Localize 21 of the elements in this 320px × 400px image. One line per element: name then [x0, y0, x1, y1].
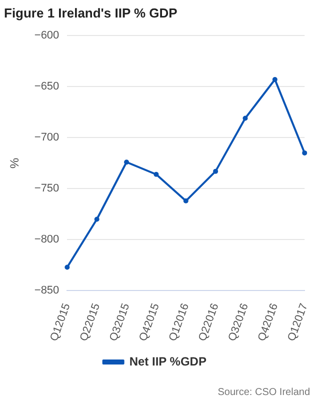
point — [124, 160, 130, 165]
x-tick-label: Q12017 — [286, 302, 310, 343]
y-tick-label: −850 — [34, 284, 60, 297]
point — [213, 168, 218, 174]
y-tick-label: −750 — [34, 182, 60, 195]
y-tick-label: −600 — [34, 30, 60, 42]
point — [242, 116, 248, 121]
y-tick-label: −650 — [34, 80, 60, 93]
point — [272, 76, 278, 82]
x-tick-label: Q32015 — [108, 302, 132, 343]
source-note: Source: CSO Ireland — [218, 387, 310, 398]
point — [64, 264, 70, 270]
point — [94, 216, 100, 222]
point — [154, 172, 159, 177]
y-tick-label: −700 — [34, 132, 60, 144]
point — [183, 198, 188, 204]
y-tick-label: −800 — [34, 234, 60, 246]
legend-label: Net IIP %GDP — [129, 354, 206, 368]
y-axis-title: % — [8, 157, 22, 168]
chart-title: Figure 1 Ireland's IIP % GDP — [4, 5, 178, 20]
point — [302, 150, 308, 156]
